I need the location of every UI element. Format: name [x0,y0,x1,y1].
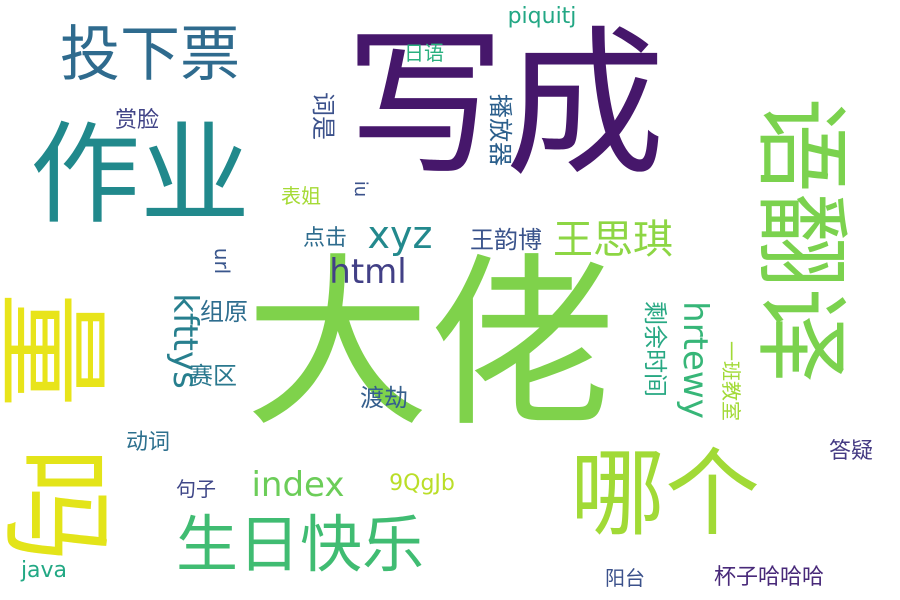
cloud-word: 哪个 [569,439,761,550]
cloud-word: 作业 [30,111,250,239]
cloud-word: url [210,247,234,275]
cloud-word: 投下票 [60,20,240,90]
cloud-word: 剩余时间 [641,301,669,397]
cloud-word: html [329,252,407,292]
cloud-word: 词是 [309,92,337,140]
cloud-word: index [251,465,345,505]
cloud-word: 写成 [344,11,666,198]
cloud-word: 渡劫 [360,384,408,412]
cloud-word: xyz [367,213,433,257]
cloud-word: 表姐 [281,184,321,208]
cloud-word: 赛区 [189,362,237,390]
cloud-word: 答疑 [828,439,874,464]
cloud-word: 点击 [302,226,348,251]
cloud-word: 王思琪 [553,217,673,263]
cloud-word: 阳台 [605,566,645,590]
cloud-word: 量 [0,292,118,407]
cloud-word: 动词 [125,430,171,455]
cloud-word: 赏脸 [114,108,160,133]
cloud-word: 大佬 [245,236,615,453]
cloud-word: 生日快乐 [175,508,425,581]
cloud-word: piquitj [507,4,577,29]
cloud-word: 吗 [0,447,123,563]
cloud-word: hrtewy [675,301,715,419]
cloud-word: 一班教室 [719,341,743,421]
cloud-word: 王韵博 [470,226,542,254]
cloud-word: java [20,558,68,583]
cloud-word: 播放器 [486,94,514,166]
cloud-word: 9QgJb [389,471,455,496]
cloud-word: 日语 [404,41,444,65]
cloud-word: 杯子哈哈哈 [713,565,825,590]
cloud-word: iu [350,180,371,198]
cloud-word: 组原 [200,298,248,326]
cloud-word: 句子 [176,477,216,501]
cloud-word: 语翻译 [745,97,856,383]
